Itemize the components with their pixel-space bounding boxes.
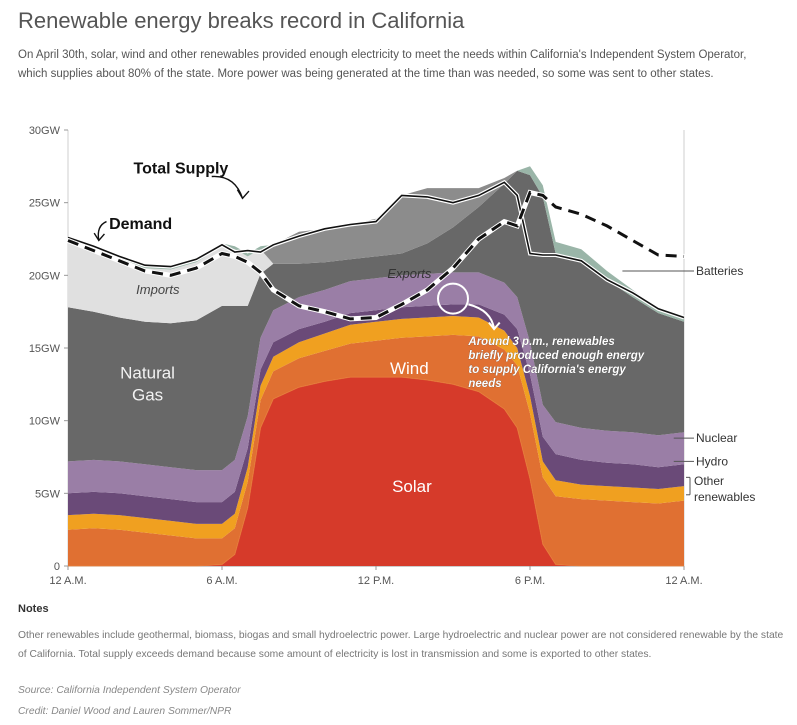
x-tick-label: 12 P.M. <box>358 575 395 587</box>
total-supply-label: Total Supply <box>134 161 229 178</box>
annotation-line: briefly produced enough energy <box>468 350 644 362</box>
source-line: Source: California Independent System Op… <box>18 685 241 696</box>
natural-gas-label-line1: Natural <box>120 364 175 383</box>
notes-text: Other renewables include geothermal, bio… <box>18 630 784 660</box>
batteries-label: Batteries <box>696 264 743 278</box>
annotation-line: to supply California's energy <box>468 364 626 376</box>
y-tick-label: 30GW <box>29 125 61 137</box>
demand-arrowhead <box>93 232 105 242</box>
other-renewables-label-line2: renewables <box>694 490 755 504</box>
annotation-line: needs <box>468 378 501 390</box>
stacked-area-chart: 0 5GW 10GW 15GW 20GW 25GW 30GW 12 A.M. 6 A.M. 12 … <box>29 125 756 587</box>
y-tick-label: 20GW <box>29 270 61 282</box>
demand-pointer <box>97 220 107 241</box>
imports-label: Imports <box>136 282 180 297</box>
x-tick-label: 6 A.M. <box>206 575 237 587</box>
x-tick-label: 12 A.M. <box>49 575 86 587</box>
nuclear-label: Nuclear <box>696 431 737 445</box>
natural-gas-label-line2: Gas <box>132 385 163 404</box>
y-tick-label: 5GW <box>35 488 61 500</box>
exports-label: Exports <box>387 266 432 281</box>
area-solar <box>68 377 684 566</box>
area-batteries <box>68 166 684 322</box>
total-supply-arrowhead <box>236 189 250 200</box>
demand-line <box>67 190 685 321</box>
demand-label: Demand <box>109 216 172 233</box>
solar-boundary-line <box>68 376 684 567</box>
total-supply-line <box>67 181 685 319</box>
other-renewables-label-line1: Other <box>694 474 724 488</box>
annotation-pointer <box>468 303 496 330</box>
y-tick-label: 0 <box>54 561 60 573</box>
solar-label: Solar <box>392 477 432 496</box>
x-tick-label: 6 P.M. <box>515 575 545 587</box>
area-hydro <box>68 304 684 524</box>
area-wind <box>68 334 684 566</box>
hydro-label: Hydro <box>696 454 728 468</box>
total-supply-pointer <box>211 175 244 199</box>
x-tick-label: 12 A.M. <box>665 575 702 587</box>
annotation-arrowhead <box>488 321 501 331</box>
y-tick-label: 10GW <box>29 416 61 428</box>
chart-title: Renewable energy breaks record in Califo… <box>18 8 465 33</box>
wind-label: Wind <box>390 359 429 378</box>
y-tick-label: 15GW <box>29 343 61 355</box>
y-tick-label: 25GW <box>29 198 61 210</box>
notes-heading: Notes <box>18 603 49 615</box>
annotation-line: Around 3 p.m., renewables <box>467 336 614 348</box>
highlight-circle <box>437 282 469 315</box>
area-nuclear <box>68 272 684 503</box>
credit-line: Credit: Daniel Wood and Lauren Sommer/NP… <box>18 706 232 717</box>
area-exports <box>68 170 684 322</box>
area-imports <box>68 170 684 324</box>
chart-subtitle: On April 30th, solar, wind and other ren… <box>18 49 747 80</box>
